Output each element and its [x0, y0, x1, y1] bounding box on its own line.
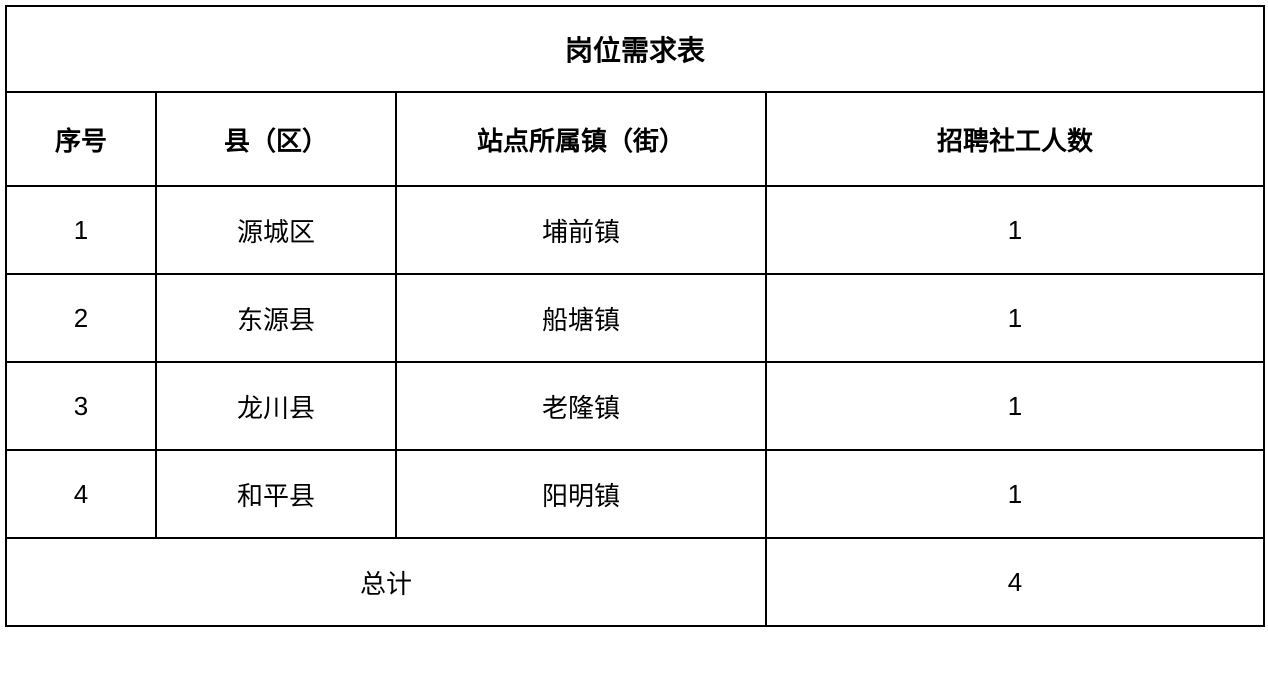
- table-total-row: 总计 4: [6, 538, 1264, 626]
- cell-count: 1: [766, 186, 1264, 274]
- position-demand-table: 岗位需求表 序号 县（区） 站点所属镇（街） 招聘社工人数 1 源城区 埔前镇 …: [5, 5, 1265, 627]
- cell-town: 埔前镇: [396, 186, 766, 274]
- column-header-index: 序号: [6, 92, 156, 186]
- cell-index: 1: [6, 186, 156, 274]
- total-value: 4: [766, 538, 1264, 626]
- cell-index: 4: [6, 450, 156, 538]
- table-row: 4 和平县 阳明镇 1: [6, 450, 1264, 538]
- column-header-count: 招聘社工人数: [766, 92, 1264, 186]
- cell-district: 东源县: [156, 274, 396, 362]
- cell-count: 1: [766, 362, 1264, 450]
- cell-district: 源城区: [156, 186, 396, 274]
- cell-index: 2: [6, 274, 156, 362]
- table-title-row: 岗位需求表: [6, 6, 1264, 92]
- cell-town: 船塘镇: [396, 274, 766, 362]
- table-header-row: 序号 县（区） 站点所属镇（街） 招聘社工人数: [6, 92, 1264, 186]
- cell-index: 3: [6, 362, 156, 450]
- table-row: 3 龙川县 老隆镇 1: [6, 362, 1264, 450]
- table-row: 2 东源县 船塘镇 1: [6, 274, 1264, 362]
- total-label: 总计: [6, 538, 766, 626]
- table-row: 1 源城区 埔前镇 1: [6, 186, 1264, 274]
- cell-count: 1: [766, 274, 1264, 362]
- cell-district: 龙川县: [156, 362, 396, 450]
- cell-district: 和平县: [156, 450, 396, 538]
- column-header-district: 县（区）: [156, 92, 396, 186]
- cell-count: 1: [766, 450, 1264, 538]
- cell-town: 阳明镇: [396, 450, 766, 538]
- table-title: 岗位需求表: [6, 6, 1264, 92]
- column-header-town: 站点所属镇（街）: [396, 92, 766, 186]
- cell-town: 老隆镇: [396, 362, 766, 450]
